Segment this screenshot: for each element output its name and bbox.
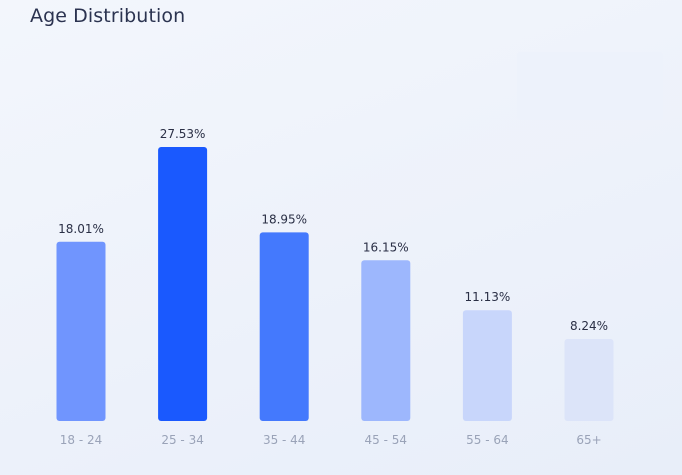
value-label-2: 27.53% [160, 127, 206, 141]
category-label-5: 55 - 64 [466, 433, 509, 447]
value-label-5: 11.13% [465, 290, 511, 304]
value-label-6: 8.24% [570, 319, 608, 333]
bar-6[interactable] [564, 339, 614, 421]
chart-title: Age Distribution [30, 5, 186, 27]
category-label-4: 45 - 54 [365, 433, 408, 447]
bar-3[interactable] [259, 232, 309, 421]
bar-4[interactable] [361, 260, 411, 421]
category-label-3: 35 - 44 [263, 433, 306, 447]
value-label-4: 16.15% [363, 240, 409, 254]
category-label-2: 25 - 34 [161, 433, 204, 447]
bar-1[interactable] [56, 241, 106, 421]
category-label-6: 65+ [576, 433, 601, 447]
category-label-1: 18 - 24 [60, 433, 103, 447]
value-label-3: 18.95% [261, 212, 307, 226]
value-label-1: 18.01% [58, 222, 104, 236]
bar-5[interactable] [462, 310, 512, 421]
blank-panel [517, 52, 663, 120]
bar-2[interactable] [158, 147, 208, 421]
